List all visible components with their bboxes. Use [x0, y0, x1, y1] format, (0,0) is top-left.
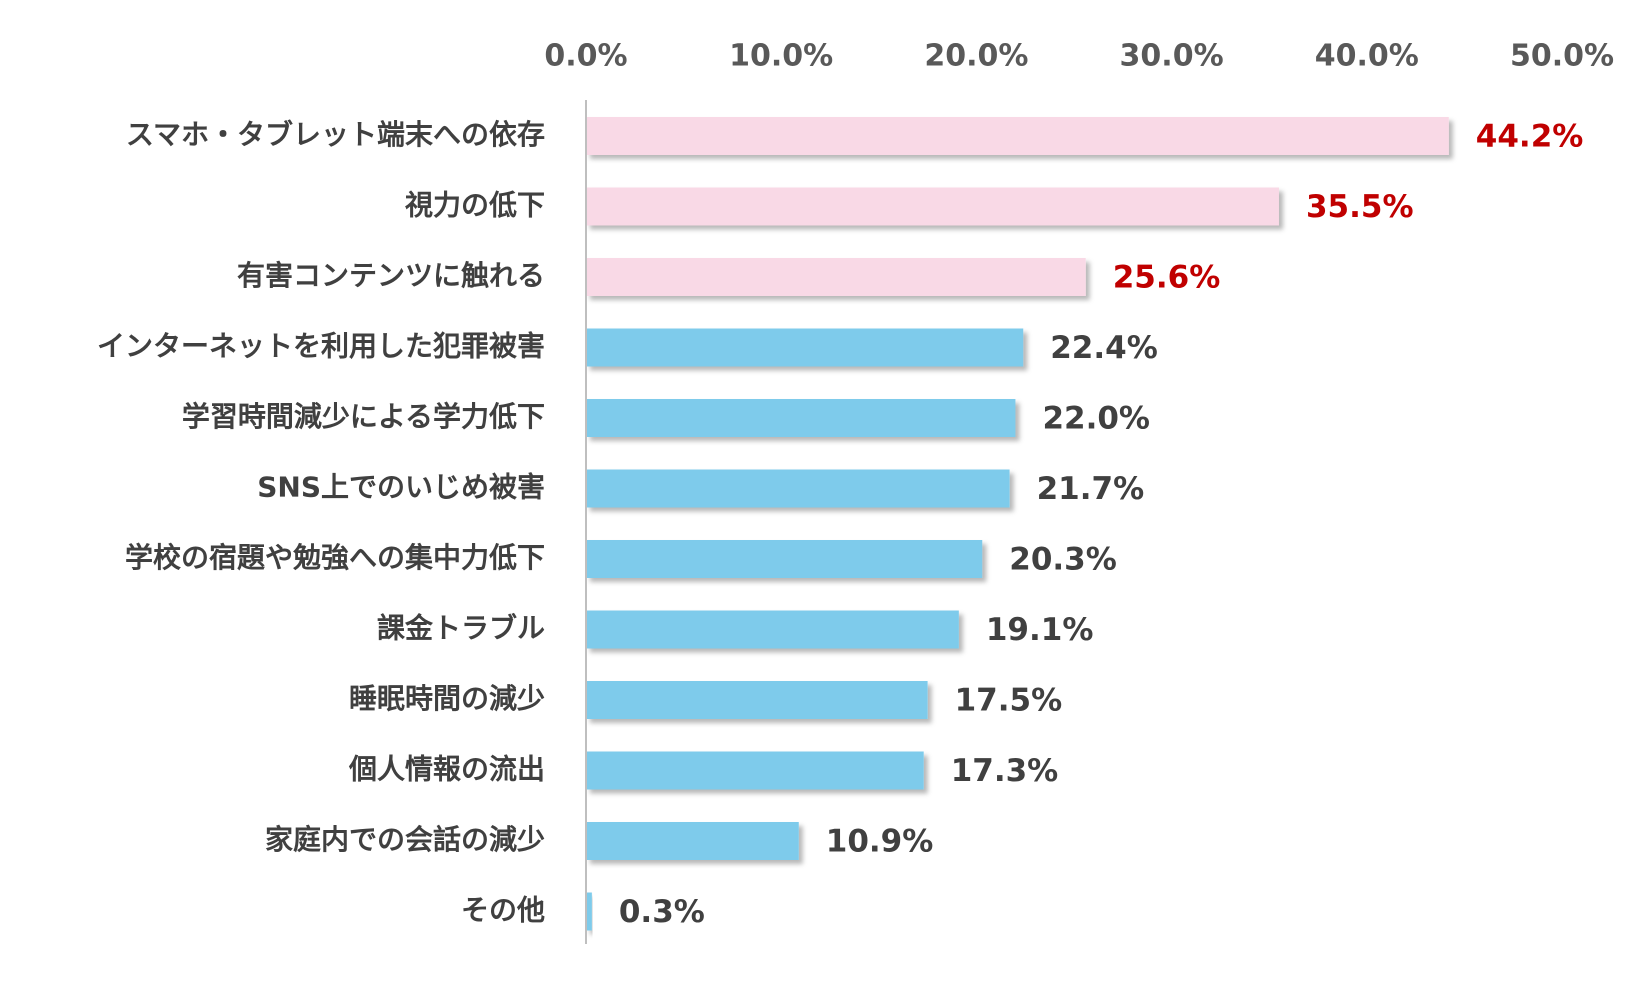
- value-label: 22.4%: [1050, 330, 1158, 366]
- bars: [586, 117, 1449, 931]
- x-tick-label: 20.0%: [924, 39, 1028, 74]
- bar: [586, 751, 924, 790]
- bar: [586, 117, 1449, 155]
- x-tick-label: 40.0%: [1315, 39, 1419, 74]
- category-label: SNS上でのいじめ被害: [257, 471, 545, 504]
- value-labels: 44.2% 35.5% 25.6% 22.4% 22.0% 21.7% 20.3% 19.1%…: [619, 119, 1583, 931]
- category-label: 学校の宿題や勉強への集中力低下: [125, 541, 545, 574]
- bar: [586, 328, 1024, 367]
- bar: [586, 258, 1086, 296]
- bar: [586, 610, 959, 649]
- value-label: 21.7%: [1037, 471, 1145, 507]
- value-label: 35.5%: [1306, 189, 1414, 225]
- value-label: 20.3%: [1009, 542, 1117, 578]
- x-tick-label: 0.0%: [544, 39, 627, 74]
- category-label: 課金トラブル: [377, 612, 545, 645]
- bar: [586, 399, 1016, 437]
- category-label: 視力の低下: [405, 189, 545, 222]
- category-label: インターネットを利用した犯罪被害: [97, 330, 545, 363]
- category-label: 家庭内での会話の減少: [265, 823, 545, 856]
- category-label: 睡眠時間の減少: [349, 682, 545, 715]
- bar: [586, 892, 592, 931]
- category-label: 個人情報の流出: [348, 753, 545, 786]
- category-label: スマホ・タブレット端末への依存: [126, 118, 545, 151]
- value-label: 0.3%: [619, 894, 705, 930]
- x-tick-label: 50.0%: [1510, 39, 1614, 74]
- value-label: 10.9%: [826, 824, 934, 860]
- category-labels: スマホ・タブレット端末への依存視力の低下有害コンテンツに触れるインターネットを利…: [97, 118, 545, 927]
- category-label: 学習時間減少による学力低下: [182, 400, 545, 433]
- category-label: その他: [461, 894, 545, 927]
- value-label: 44.2%: [1476, 119, 1584, 155]
- value-label: 17.5%: [955, 683, 1063, 719]
- value-label: 25.6%: [1113, 260, 1221, 296]
- bar: [586, 822, 799, 860]
- bar: [586, 540, 983, 578]
- x-tick-label: 10.0%: [729, 39, 833, 74]
- value-label: 17.3%: [951, 753, 1059, 789]
- value-label: 19.1%: [986, 612, 1094, 648]
- bar: [586, 187, 1279, 226]
- category-label: 有害コンテンツに触れる: [237, 259, 545, 292]
- x-axis-ticks: 0.0% 10.0% 20.0% 30.0% 40.0% 50.0%: [544, 39, 1614, 74]
- bar: [586, 469, 1010, 508]
- bar: [586, 681, 928, 719]
- value-label: 22.0%: [1042, 401, 1150, 437]
- x-tick-label: 30.0%: [1120, 39, 1224, 74]
